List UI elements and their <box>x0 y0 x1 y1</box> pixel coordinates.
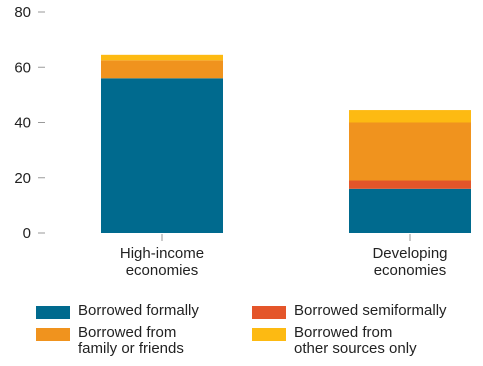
bar-segment-0-0 <box>101 78 223 233</box>
y-tick-label-40: 40 <box>14 115 31 132</box>
x-category-label-1-1: economies <box>374 262 447 279</box>
legend-swatch-family-or-friends <box>36 328 70 341</box>
legend: Borrowed formally Borrowed semiformally … <box>36 303 476 357</box>
legend-swatch-other-sources-only <box>252 328 286 341</box>
legend-swatch-borrowed-formally <box>36 306 70 319</box>
legend-label-other-sources-only: Borrowed from other sources only <box>294 324 417 357</box>
bar-segment-1-0 <box>349 188 471 233</box>
y-tick-label-60: 60 <box>14 59 31 76</box>
legend-label-family-or-friends: Borrowed from family or friends <box>78 324 184 357</box>
bar-segment-1-1 <box>349 180 471 189</box>
x-category-label-0-0: High-income <box>120 245 204 262</box>
legend-label-borrowed-formally: Borrowed formally <box>78 302 199 319</box>
y-axis: 0 20 40 60 80 <box>14 4 45 242</box>
bar-segment-1-3 <box>349 110 471 123</box>
y-tick-label-20: 20 <box>14 170 31 187</box>
y-tick-label-0: 0 <box>23 225 31 242</box>
legend-item-other-sources-only: Borrowed from other sources only <box>252 325 472 357</box>
bars <box>101 54 471 233</box>
x-category-label-1-0: Developing <box>372 245 447 262</box>
bar-segment-0-2 <box>101 60 223 79</box>
legend-item-family-or-friends: Borrowed from family or friends <box>36 325 252 357</box>
bar-segment-0-3 <box>101 54 223 61</box>
legend-item-borrowed-formally: Borrowed formally <box>36 303 252 319</box>
legend-item-borrowed-semiformally: Borrowed semiformally <box>252 303 472 319</box>
bar-segment-1-2 <box>349 122 471 181</box>
legend-label-borrowed-semiformally: Borrowed semiformally <box>294 302 447 319</box>
legend-swatch-borrowed-semiformally <box>252 306 286 319</box>
y-tick-label-80: 80 <box>14 4 31 21</box>
x-category-label-0-1: economies <box>126 262 199 279</box>
